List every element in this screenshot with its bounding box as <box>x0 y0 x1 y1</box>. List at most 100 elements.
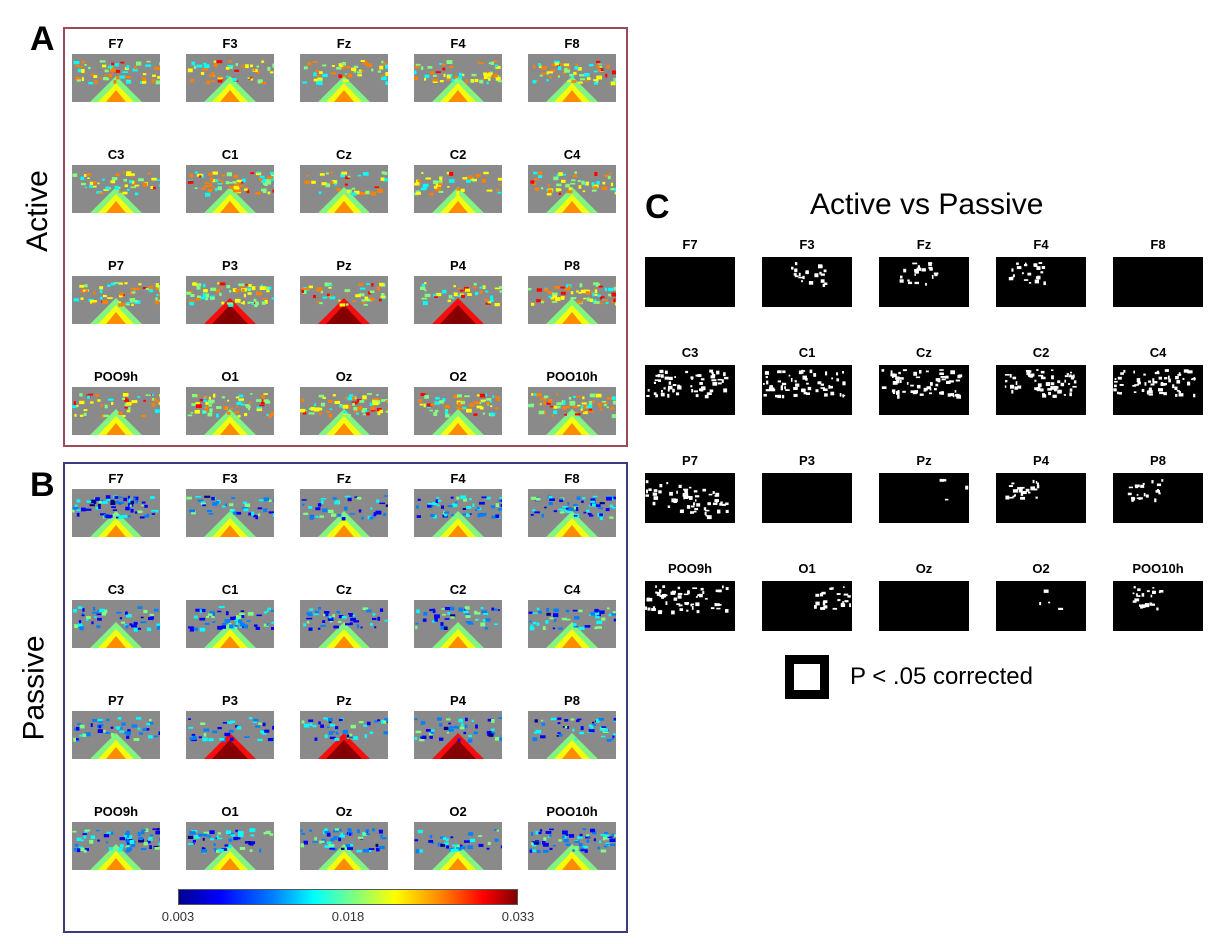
electrode-label: Fz <box>336 36 352 51</box>
passive-panel-frame <box>63 462 628 933</box>
electrode-label: POO10h <box>546 369 598 384</box>
colorbar-tick-min: 0.003 <box>161 909 195 924</box>
electrode-label: C1 <box>798 345 816 360</box>
significance-mask <box>645 581 735 631</box>
significance-mask <box>762 257 852 307</box>
topographic-map <box>186 165 274 213</box>
significance-mask <box>1113 257 1203 307</box>
electrode-label: O2 <box>449 804 467 819</box>
b-cell-f7: F7 <box>72 471 186 582</box>
electrode-label: F4 <box>1033 237 1049 252</box>
electrode-label: C3 <box>107 582 125 597</box>
topographic-map <box>186 54 274 102</box>
panel-b-letter: B <box>30 466 55 504</box>
electrode-label: Pz <box>336 693 352 708</box>
electrode-label: C2 <box>1032 345 1050 360</box>
active-condition-label: Active <box>20 170 54 252</box>
electrode-label: C4 <box>563 582 581 597</box>
topographic-map <box>300 711 388 759</box>
b-cell-f4: F4 <box>414 471 528 582</box>
topographic-map <box>186 711 274 759</box>
topographic-map <box>300 489 388 537</box>
topographic-map <box>300 387 388 435</box>
electrode-label: Oz <box>335 804 353 819</box>
a-cell-cz: Cz <box>300 147 414 258</box>
topographic-map <box>72 165 160 213</box>
a-cell-f7: F7 <box>72 36 186 147</box>
contrast-title: Active vs Passive <box>810 188 1044 221</box>
electrode-label: C1 <box>221 147 239 162</box>
topographic-map <box>528 711 616 759</box>
b-cell-f3: F3 <box>186 471 300 582</box>
passive-topo-grid: F7 F3 Fz F4 F8 C3 C1 Cz C2 C4 P7 P3 Pz P4 P8 POO9h O1 Oz O… <box>72 471 642 915</box>
passive-condition-label: Passive <box>17 635 51 741</box>
electrode-label: F4 <box>450 471 466 486</box>
b-cell-cz: Cz <box>300 582 414 693</box>
topographic-map <box>186 387 274 435</box>
topographic-map <box>528 822 616 870</box>
b-cell-p7: P7 <box>72 693 186 804</box>
b-cell-p4: P4 <box>414 693 528 804</box>
a-cell-p4: P4 <box>414 258 528 369</box>
a-cell-oz: Oz <box>300 369 414 480</box>
electrode-label: Oz <box>915 561 933 576</box>
significance-mask <box>762 365 852 415</box>
electrode-label: P8 <box>1150 453 1166 468</box>
electrode-label: F7 <box>682 237 698 252</box>
colorbar-tick-mid: 0.018 <box>331 909 365 924</box>
topographic-map <box>300 822 388 870</box>
c-cell-c3: C3 <box>645 345 762 453</box>
a-cell-o1: O1 <box>186 369 300 480</box>
c-cell-poo10h: POO10h <box>1113 561 1215 669</box>
electrode-label: POO10h <box>546 804 598 819</box>
electrode-label: Oz <box>335 369 353 384</box>
colorbar-tick-max: 0.033 <box>501 909 535 924</box>
c-cell-f4: F4 <box>996 237 1113 345</box>
electrode-label: Cz <box>336 147 352 162</box>
significance-mask <box>762 581 852 631</box>
c-cell-fz: Fz <box>879 237 996 345</box>
electrode-label: P3 <box>222 258 238 273</box>
electrode-label: F3 <box>799 237 815 252</box>
electrode-label: POO9h <box>93 804 139 819</box>
topographic-map <box>300 54 388 102</box>
significance-mask <box>1113 473 1203 523</box>
active-topo-grid: F7 F3 Fz F4 F8 C3 C1 Cz C2 C4 P7 P3 Pz P4 P8 POO9h O1 Oz O… <box>72 36 642 480</box>
topographic-map <box>72 54 160 102</box>
a-cell-f3: F3 <box>186 36 300 147</box>
electrode-label: POO9h <box>93 369 139 384</box>
electrode-label: O1 <box>798 561 816 576</box>
electrode-label: Cz <box>336 582 352 597</box>
significance-mask <box>879 581 969 631</box>
significance-legend-swatch <box>785 655 829 699</box>
b-cell-pz: Pz <box>300 693 414 804</box>
electrode-label: P3 <box>222 693 238 708</box>
electrode-label: C3 <box>107 147 125 162</box>
significance-mask <box>645 473 735 523</box>
electrode-label: P4 <box>1033 453 1049 468</box>
c-cell-p4: P4 <box>996 453 1113 561</box>
electrode-label: Fz <box>336 471 352 486</box>
electrode-label: O1 <box>221 369 239 384</box>
electrode-label: P4 <box>450 693 466 708</box>
a-cell-c3: C3 <box>72 147 186 258</box>
a-cell-poo10h: POO10h <box>528 369 642 480</box>
a-cell-c4: C4 <box>528 147 642 258</box>
electrode-label: F4 <box>450 36 466 51</box>
a-cell-p7: P7 <box>72 258 186 369</box>
electrode-label: P7 <box>682 453 698 468</box>
significance-mask <box>762 473 852 523</box>
topographic-map <box>414 711 502 759</box>
a-cell-f8: F8 <box>528 36 642 147</box>
electrode-label: P8 <box>564 693 580 708</box>
electrode-label: C2 <box>449 147 467 162</box>
electrode-label: C4 <box>563 147 581 162</box>
b-cell-poo10h: POO10h <box>528 804 642 915</box>
electrode-label: Pz <box>336 258 352 273</box>
a-cell-poo9h: POO9h <box>72 369 186 480</box>
topographic-map <box>414 822 502 870</box>
a-cell-f4: F4 <box>414 36 528 147</box>
electrode-label: F3 <box>222 471 238 486</box>
significance-mask <box>996 365 1086 415</box>
electrode-label: F8 <box>564 471 580 486</box>
